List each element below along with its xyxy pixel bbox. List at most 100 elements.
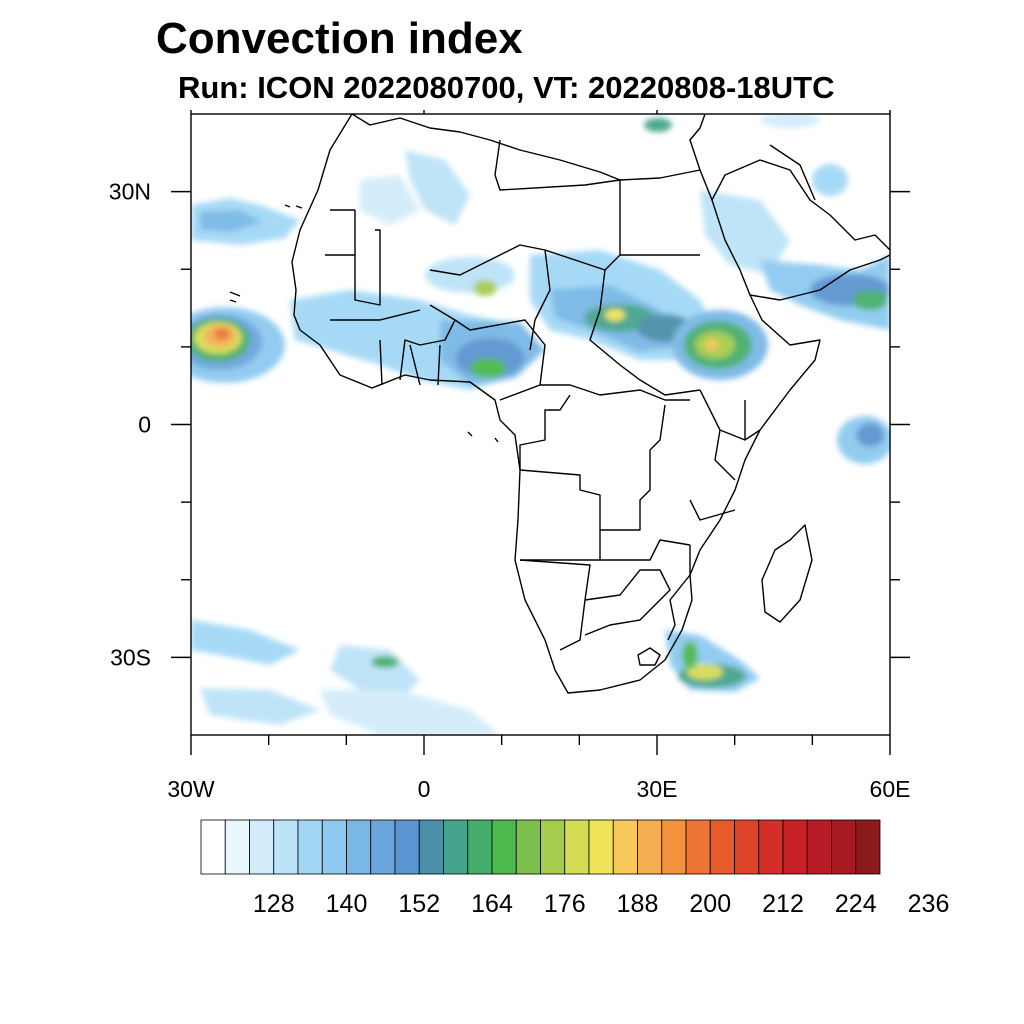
colorbar-swatch: [637, 819, 663, 875]
convection-area: [700, 190, 790, 275]
lon-tick-label: 60E: [870, 776, 911, 802]
convection-area: [371, 656, 399, 668]
country-border: [379, 339, 441, 386]
convection-shading: [191, 114, 890, 735]
bioko-island: [467, 431, 499, 443]
convection-area: [470, 358, 506, 378]
colorbar-swatch: [588, 819, 614, 875]
country-border: [669, 499, 736, 601]
colorbar-swatch: [661, 819, 687, 875]
arabia-border: [769, 144, 816, 201]
canary-islands: [229, 204, 303, 303]
colorbar-swatch: [346, 819, 372, 875]
map-frame: [190, 113, 891, 736]
colorbar-swatch: [467, 819, 493, 875]
convection-area: [682, 641, 698, 669]
colorbar-label: 212: [762, 890, 804, 918]
lon-tick-label: 0: [418, 776, 431, 802]
colorbar-swatch: [540, 819, 566, 875]
colorbar-swatch: [321, 819, 347, 875]
convection-area: [473, 280, 497, 296]
lat-tick-label: 30S: [110, 644, 151, 670]
colorbar-swatch: [782, 819, 808, 875]
colorbar-label: 140: [326, 890, 368, 918]
convection-area: [605, 309, 625, 321]
lon-tick-label: 30W: [167, 776, 215, 802]
convection-area: [852, 290, 888, 310]
colorbar-swatch: [418, 819, 444, 875]
colorbar-swatch: [685, 819, 711, 875]
africa-coastline: [291, 114, 821, 694]
country-border: [399, 304, 456, 381]
convection-area: [760, 114, 820, 128]
coastlines-and-borders: [229, 114, 890, 694]
country-border: [519, 559, 591, 651]
colorbar-label: 188: [617, 890, 659, 918]
country-border: [699, 389, 736, 481]
colorbar: 128 140 152 164 176 188 200 212 224 236: [200, 819, 950, 918]
colorbar-swatch: [443, 819, 469, 875]
country-border: [667, 599, 676, 641]
convection-area: [214, 328, 230, 340]
country-border: [600, 404, 666, 531]
convection-area: [200, 210, 262, 232]
colorbar-swatch: [734, 819, 760, 875]
colorbar-swatch: [515, 819, 541, 875]
country-border: [454, 319, 546, 401]
colorbar-label: 236: [908, 890, 950, 918]
colorbar-swatch: [564, 819, 590, 875]
colorbar-swatch: [249, 819, 275, 875]
country-border: [519, 394, 571, 470]
country-border: [584, 569, 671, 636]
convection-area: [360, 175, 420, 225]
colorbar-swatch: [297, 819, 323, 875]
axis-labels: 30W 0 30E 60E 30N 0 30S: [109, 179, 911, 802]
country-border: [494, 139, 621, 255]
colorbar-swatch: [200, 819, 226, 875]
country-border: [519, 469, 601, 561]
colorbar-swatch: [855, 819, 881, 875]
lesotho-border: [637, 647, 661, 666]
country-border: [719, 400, 761, 441]
axis-ticks: [171, 110, 910, 755]
colorbar-swatch: [758, 819, 784, 875]
convection-area: [644, 118, 672, 132]
colorbar-swatch: [612, 819, 638, 875]
colorbar-swatch: [273, 819, 299, 875]
lat-tick-label: 30N: [109, 179, 151, 205]
mediterranean-coast: [351, 114, 701, 181]
convection-area: [191, 620, 300, 665]
convection-area: [200, 688, 320, 725]
convection-area: [425, 257, 515, 293]
colorbar-swatch: [709, 819, 735, 875]
convection-area: [705, 340, 719, 350]
country-border: [540, 384, 690, 401]
map-title: Convection index: [156, 14, 523, 63]
run-subtitle: Run: ICON 2022080700, VT: 20220808-18UTC: [178, 70, 835, 105]
colorbar-swatch: [831, 819, 857, 875]
country-border: [529, 249, 551, 351]
convection-area: [405, 150, 470, 225]
colorbar-label: 176: [544, 890, 586, 918]
country-border: [589, 269, 701, 396]
colorbar-label: 128: [253, 890, 295, 918]
convection-area: [856, 423, 884, 447]
convection-area: [687, 664, 723, 680]
colorbar-label: 152: [398, 890, 440, 918]
lon-tick-label: 30E: [637, 776, 678, 802]
colorbar-label: 224: [835, 890, 877, 918]
colorbar-swatch: [394, 819, 420, 875]
lat-tick-label: 0: [138, 412, 151, 438]
convection-area: [320, 690, 500, 735]
convection-area: [330, 645, 420, 700]
colorbar-swatch: [491, 819, 517, 875]
arabia-coastline: [711, 159, 890, 301]
colorbar-label: 164: [471, 890, 513, 918]
country-border: [325, 209, 355, 256]
colorbar-swatch: [806, 819, 832, 875]
colorbar-swatch: [224, 819, 250, 875]
colorbar-swatch: [370, 819, 396, 875]
country-border: [330, 309, 421, 321]
madagascar: [761, 524, 813, 623]
